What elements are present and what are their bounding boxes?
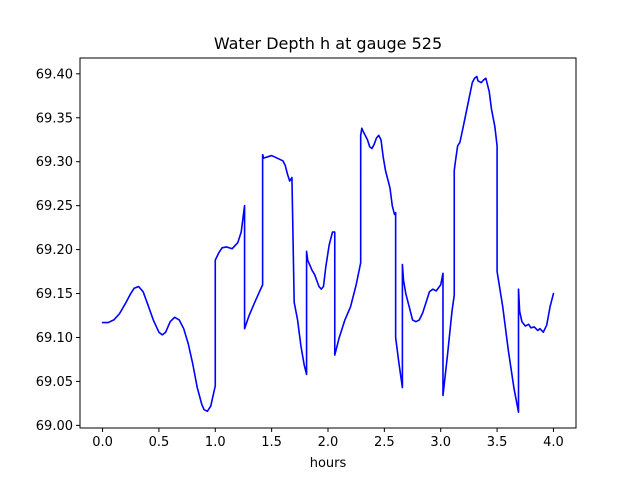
- axes-frame: [79, 57, 577, 429]
- y-tick-label: 69.35: [36, 111, 73, 126]
- y-tick-label: 69.25: [36, 199, 73, 214]
- chart-title: Water Depth h at gauge 525: [214, 34, 442, 53]
- x-tick-label: 1.5: [261, 435, 282, 450]
- x-tick-label: 0.5: [149, 435, 170, 450]
- x-tick-label: 4.0: [543, 435, 564, 450]
- x-axis-label: hours: [310, 456, 347, 471]
- y-tick-label: 69.05: [36, 375, 73, 390]
- y-tick-label: 69.10: [36, 331, 73, 346]
- x-tick-label: 2.5: [374, 435, 395, 450]
- series-line-0: [101, 75, 555, 413]
- y-tick-label: 69.15: [36, 287, 73, 302]
- y-tick-label: 69.40: [36, 67, 73, 82]
- x-tick-label: 1.0: [205, 435, 226, 450]
- y-tick-label: 69.30: [36, 155, 73, 170]
- plot-area: 0.0 0.5 1.0 1.5 2.0 2.5 3.0 3.5 4.0 69.00 69.05 69.…: [36, 57, 577, 450]
- y-tick-label: 69.00: [36, 419, 73, 434]
- x-tick-label: 3.5: [487, 435, 508, 450]
- x-tick-label: 0.0: [92, 435, 113, 450]
- x-tick-label: 3.0: [430, 435, 451, 450]
- x-tick-label: 2.0: [318, 435, 339, 450]
- y-tick-label: 69.20: [36, 243, 73, 258]
